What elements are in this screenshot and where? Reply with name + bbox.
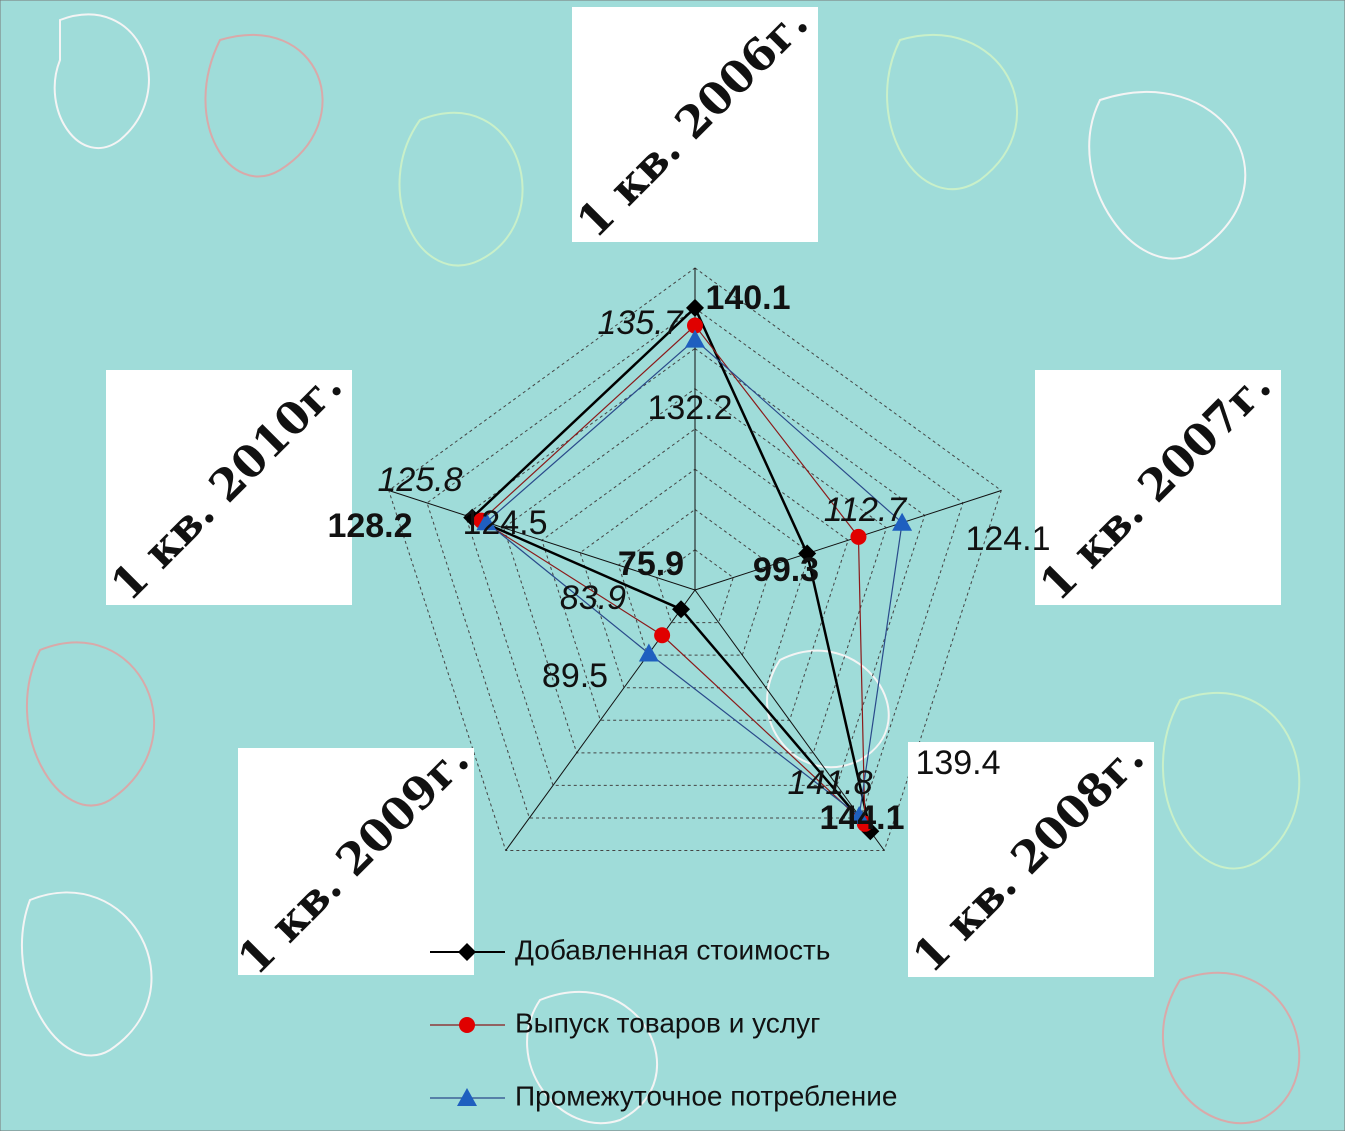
marker bbox=[850, 528, 867, 545]
category-box bbox=[1035, 370, 1281, 605]
axis-spoke bbox=[694, 589, 885, 851]
axis-spoke bbox=[694, 490, 1002, 591]
value-label: 140.1 bbox=[705, 279, 790, 317]
legend: Добавленная стоимость Выпуск товаров и ус… bbox=[430, 934, 897, 1111]
grid-ring bbox=[503, 388, 887, 754]
value-label: 128.2 bbox=[327, 507, 412, 545]
marker bbox=[672, 600, 691, 619]
background-pattern bbox=[20, 13, 1301, 1125]
value-label: 139.4 bbox=[915, 744, 1000, 782]
value-label: 144.1 bbox=[819, 799, 904, 837]
legend-label: Выпуск товаров и услуг bbox=[515, 1007, 820, 1038]
grid-ring bbox=[617, 508, 773, 656]
value-labels: 140.1 99.3 144.1 75.9 128.2 135.7 112.7 141.8 83… bbox=[327, 279, 1050, 837]
marker bbox=[892, 512, 913, 531]
series-line bbox=[485, 338, 903, 818]
grid-ring bbox=[541, 428, 849, 721]
value-label: 83.9 bbox=[560, 579, 626, 617]
series bbox=[463, 298, 913, 841]
legend-label: Промежуточное потребление bbox=[515, 1080, 897, 1111]
value-label: 141.8 bbox=[787, 764, 872, 802]
legend-marker bbox=[458, 943, 476, 961]
value-label: 125.8 bbox=[377, 461, 462, 499]
marker bbox=[685, 329, 705, 348]
category-labels: 1 кв. 2006г.1 кв. 2007г.1 кв. 2008г.1 кв… bbox=[101, 0, 1281, 985]
grid bbox=[388, 267, 1002, 852]
marker bbox=[686, 298, 704, 317]
marker bbox=[654, 627, 671, 644]
value-label: 135.7 bbox=[597, 304, 683, 342]
value-label: 75.9 bbox=[618, 545, 684, 583]
series-line bbox=[480, 324, 866, 826]
axis-spoke bbox=[388, 490, 696, 591]
legend-label: Добавленная стоимость bbox=[515, 934, 830, 965]
grid-ring bbox=[579, 468, 811, 689]
category-box bbox=[106, 370, 352, 605]
value-label: 124.5 bbox=[462, 504, 547, 542]
value-label: 112.7 bbox=[824, 491, 908, 529]
marker bbox=[638, 643, 659, 662]
marker bbox=[687, 317, 703, 334]
category-box bbox=[238, 748, 474, 975]
marker bbox=[476, 512, 497, 531]
grid-ring bbox=[426, 307, 964, 819]
value-label: 124.1 bbox=[965, 520, 1050, 558]
marker bbox=[849, 805, 870, 824]
legend-marker bbox=[459, 1017, 475, 1033]
value-label: 99.3 bbox=[753, 551, 819, 589]
value-label: 132.2 bbox=[647, 389, 732, 427]
marker bbox=[798, 544, 817, 563]
category-box bbox=[572, 7, 818, 242]
category-box bbox=[908, 742, 1154, 977]
value-label: 89.5 bbox=[542, 657, 608, 695]
legend-marker bbox=[457, 1088, 477, 1106]
series-line bbox=[469, 305, 872, 833]
